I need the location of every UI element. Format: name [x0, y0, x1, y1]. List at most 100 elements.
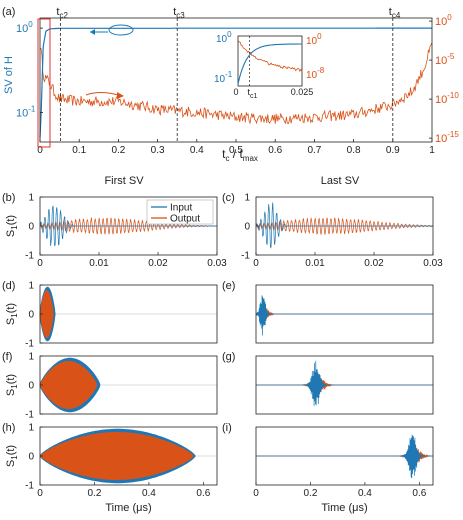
vline-label-base: t — [173, 6, 176, 18]
panel-g-input-burst — [256, 360, 433, 406]
panel-c-chart: (c) 10-10 0.01 0.02 0.03 — [222, 192, 443, 269]
panel-b-ytick-label: 0 — [28, 222, 34, 233]
panel-a-ytick-right-label-exp: 0 — [447, 13, 452, 22]
panel-a-xtick-label: 0.1 — [72, 145, 86, 156]
panel-e-label: (e) — [222, 280, 235, 292]
panel-a-xtick-label: 0.8 — [347, 145, 361, 156]
panel-i-label: (i) — [222, 422, 232, 434]
panel-h-xtick-label: 0.4 — [142, 488, 156, 499]
panel-b-legend — [146, 199, 214, 225]
panel-b-ylabel-base: S — [5, 230, 17, 237]
panel-a-xlabel: tc / tmax — [222, 147, 258, 163]
inset-ytick-left-label: 10-1 — [214, 70, 233, 85]
inset-ytick-left-label-base: 10 — [214, 74, 226, 85]
vline-label-c2: tc2 — [56, 6, 68, 20]
series-last-sv-line — [39, 42, 433, 125]
panel-d-ylabel-tail: (t) — [5, 303, 17, 313]
panel-f-ylabel: S1(t) — [5, 374, 19, 396]
inset-ytick-left-label-base: 10 — [216, 34, 228, 45]
panel-a-xtick-label: 0.7 — [307, 145, 321, 156]
panel-g-chart: (g) — [222, 351, 434, 415]
panel-a-xlabel-t: t — [222, 147, 226, 161]
panel-a-xtick-label: 0.4 — [190, 145, 204, 156]
panel-h-ylabel-sub: 1 — [10, 455, 19, 460]
panel-d-ytick-label: 0 — [28, 310, 34, 321]
panel-b-input-signal — [39, 205, 217, 247]
panel-c-xtick-label: 0.01 — [305, 258, 325, 269]
panel-h-label: (h) — [2, 422, 15, 434]
panel-a-ytick-right-label-base: 10 — [435, 94, 447, 106]
vline-label-base: t — [389, 6, 392, 18]
legend-label-output: Output — [170, 214, 200, 225]
panel-f-ylabel-base: S — [5, 389, 17, 396]
panel-f-label: (f) — [2, 351, 12, 363]
column-title-first-sv: First SV — [104, 175, 144, 187]
panel-a-xlabel-tail: / t — [229, 147, 243, 161]
panel-a-ytick-right-label-exp: -10 — [447, 91, 459, 100]
panel-a-ytick-right-label: 10-15 — [435, 130, 459, 145]
last-sv-arrow-head — [117, 92, 124, 99]
panel-a-ylabel-left: SV of H — [3, 56, 15, 94]
panel-h-ytick-label: 1 — [28, 423, 34, 434]
panel-c-ytick-label: 1 — [244, 193, 250, 204]
panel-b-ylabel: S1(t) — [5, 215, 19, 237]
vline-label-base: t — [56, 6, 59, 18]
panel-c-output-signal — [255, 217, 434, 235]
panel-d-ytick-label: 1 — [28, 281, 34, 292]
inset-frame — [237, 35, 303, 87]
panel-d-label: (d) — [2, 280, 15, 292]
panel-i-xtick-label: 0.6 — [412, 488, 426, 499]
panel-i-frame — [255, 426, 434, 486]
inset-ytick-right-label-exp: -8 — [317, 66, 325, 75]
panel-a-ytick-right-label-base: 10 — [435, 133, 447, 145]
inset-ytick-left-label-exp: 0 — [227, 30, 232, 39]
panel-b-label: (b) — [2, 192, 15, 204]
panel-a-ytick-left-label-exp: 0 — [28, 20, 33, 29]
panel-a-xtick-label: 0 — [37, 145, 43, 156]
panel-f-output-envelope — [40, 361, 98, 409]
panel-d-output-envelope — [40, 290, 54, 338]
panel-b-ytick-label: -1 — [25, 251, 34, 262]
panel-f-ytick-label: 0 — [28, 381, 34, 392]
panel-h-xtick-label: 0.2 — [88, 488, 102, 499]
panel-i-xtick-label: 0.2 — [304, 488, 318, 499]
panel-a-ytick-right-label: 100 — [435, 13, 452, 28]
inset-first-sv-line — [237, 43, 302, 85]
inset-ytick-right-label: 10-8 — [306, 66, 325, 81]
panel-b-xtick-label: 0.02 — [148, 258, 168, 269]
inset-vline-label-sub: c1 — [250, 93, 258, 100]
vline-label-sub: c3 — [176, 11, 185, 20]
panel-b-ytick-label: 1 — [28, 193, 34, 204]
panel-b-xtick-label: 0 — [37, 258, 43, 269]
panel-c-ytick-label: 0 — [244, 222, 250, 233]
panel-a-xlabel-sub: c — [225, 154, 229, 163]
panel-i-xtick-label: 0.4 — [358, 488, 372, 499]
panel-h-ytick-label: 0 — [28, 452, 34, 463]
inset-ytick-right-label: 100 — [306, 32, 322, 47]
panel-a-xtick-label: 0.2 — [111, 145, 125, 156]
inset-vline-label: tc1 — [248, 87, 258, 100]
panel-h-ytick-label: -1 — [25, 481, 34, 492]
vline-label-c3: tc3 — [173, 6, 185, 20]
panel-f-ytick-label: 1 — [28, 352, 34, 363]
panel-e-chart: (e) — [222, 280, 434, 344]
panel-h-xtick-label: 0 — [37, 488, 43, 499]
panel-a-ytick-left-label-base: 10 — [16, 107, 28, 119]
panel-h-ylabel: S1(t) — [5, 445, 19, 467]
panel-a-ytick-left-label: 10-1 — [16, 104, 36, 119]
panel-f-ytick-label: -1 — [25, 410, 34, 421]
panel-c-xtick-label: 0 — [253, 258, 259, 269]
legend-label-input: Input — [170, 203, 192, 214]
series-first-sv-line — [39, 27, 432, 138]
panel-a-ytick-left-label-exp: -1 — [28, 104, 36, 113]
panel-a-xlabel-sub2: max — [243, 154, 258, 163]
first-sv-arrow-head — [90, 29, 95, 35]
panel-f-ylabel-sub: 1 — [10, 384, 19, 389]
panel-a-frame — [39, 17, 433, 143]
panel-a-xtick-label: 0.5 — [229, 145, 243, 156]
first-sv-ellipse — [108, 24, 134, 36]
panel-i-chart: (i) 0 0.2 0.4 0.6 Time (μs) — [222, 422, 434, 514]
